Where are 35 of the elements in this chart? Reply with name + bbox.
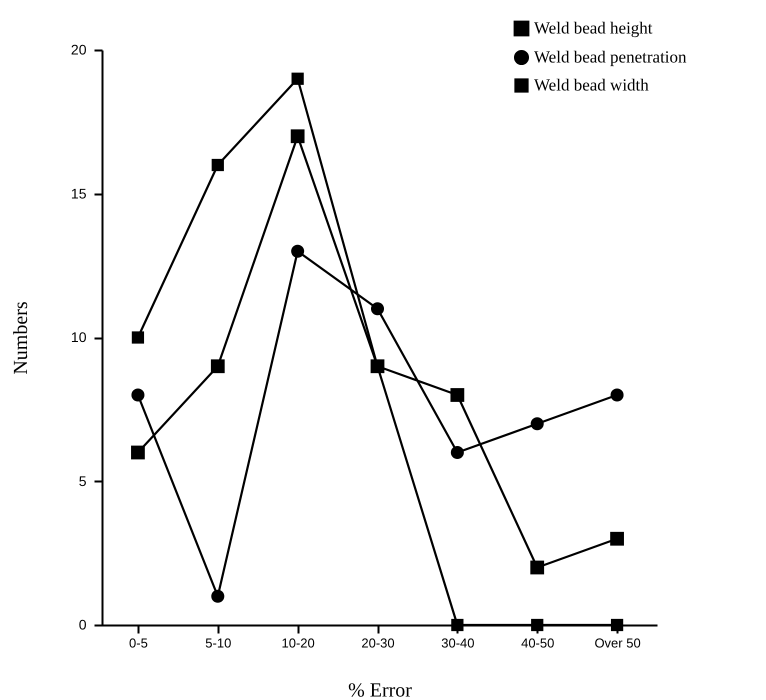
y-tick-label: 0 bbox=[78, 616, 87, 632]
point bbox=[451, 618, 464, 632]
legend-label: Weld bead width bbox=[534, 76, 650, 94]
point bbox=[530, 560, 544, 574]
point bbox=[292, 72, 304, 85]
point bbox=[131, 446, 145, 460]
x-tick-label: 0-5 bbox=[129, 636, 148, 650]
point bbox=[211, 590, 224, 603]
y-tick-label: 15 bbox=[70, 185, 87, 202]
x-tick-label: 20-30 bbox=[361, 636, 395, 650]
x-tick-label: 5-10 bbox=[205, 636, 232, 650]
point bbox=[370, 302, 384, 316]
y-tick-label: 5 bbox=[78, 472, 87, 489]
x-tick-label: Over 50 bbox=[594, 636, 641, 650]
point bbox=[131, 388, 144, 402]
point bbox=[132, 331, 144, 344]
point bbox=[450, 388, 464, 402]
point bbox=[210, 359, 225, 374]
point bbox=[610, 532, 624, 546]
point bbox=[531, 618, 544, 632]
x-tick-label: 30-40 bbox=[441, 636, 474, 650]
point bbox=[290, 129, 305, 144]
point bbox=[212, 158, 224, 172]
x-tick-label: 10-20 bbox=[282, 636, 315, 650]
y-axis-title: Numbers bbox=[10, 301, 32, 375]
y-tick-label: 10 bbox=[70, 329, 87, 345]
legend-label: Weld bead penetration bbox=[534, 48, 688, 66]
point bbox=[450, 446, 464, 460]
point bbox=[610, 388, 624, 402]
legend-label: Weld bead height bbox=[534, 18, 653, 38]
y-tick-label: 20 bbox=[70, 42, 87, 58]
point bbox=[291, 244, 304, 258]
x-tick-label: 40-50 bbox=[521, 636, 554, 650]
x-axis-title: % Error bbox=[348, 680, 412, 700]
point bbox=[530, 417, 544, 430]
